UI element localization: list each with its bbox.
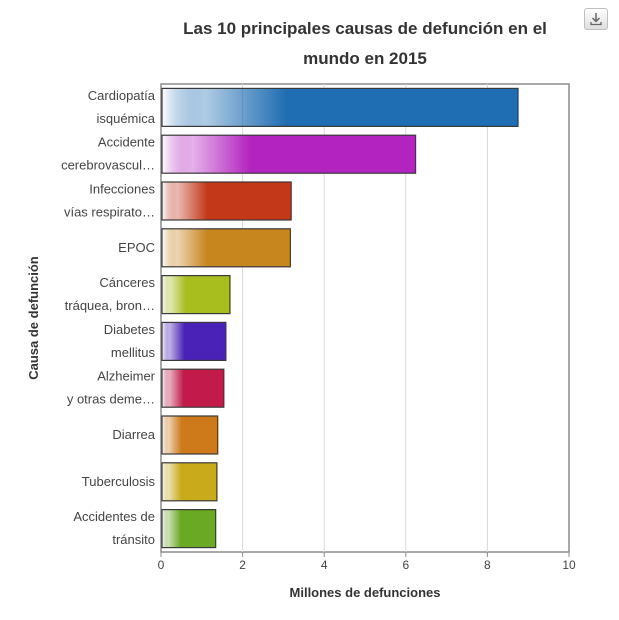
bar[interactable]	[161, 134, 417, 174]
x-tick-label: 4	[321, 558, 328, 572]
x-tick-label: 2	[239, 558, 246, 572]
y-category-label: Cánceres	[99, 275, 155, 290]
chart-title-line-1: Las 10 principales causas de defunción e…	[183, 19, 547, 38]
y-category-label: Alzheimer	[97, 369, 155, 384]
download-icon	[590, 13, 602, 26]
bar[interactable]	[161, 87, 519, 128]
y-category-label: tráquea, bron…	[65, 298, 155, 313]
bar[interactable]	[161, 462, 218, 502]
bar[interactable]	[161, 321, 227, 361]
y-axis-label: Causa de defunción	[26, 256, 41, 380]
y-category-label: y otras deme…	[67, 392, 155, 407]
y-category-label: Infecciones	[89, 182, 155, 197]
bar[interactable]	[161, 228, 291, 268]
x-tick-label: 8	[484, 558, 491, 572]
y-category-label: Cardiopatía	[88, 88, 156, 103]
y-category-label: isquémica	[96, 111, 155, 126]
bar[interactable]	[161, 368, 225, 408]
y-category-label: EPOC	[118, 240, 155, 255]
x-tick-label: 6	[402, 558, 409, 572]
bar[interactable]	[161, 509, 217, 549]
y-category-label: Diabetes	[104, 322, 156, 337]
y-category-label: mellitus	[111, 345, 156, 360]
bar[interactable]	[161, 415, 219, 455]
y-category-label: Accidentes de	[73, 509, 155, 524]
x-tick-label: 0	[158, 558, 165, 572]
bar[interactable]	[161, 181, 292, 221]
x-axis-label: Millones de defunciones	[290, 585, 441, 600]
y-category-label: tránsito	[112, 532, 155, 547]
x-tick-label: 10	[562, 558, 576, 572]
y-category-label: Accidente	[98, 135, 155, 150]
y-category-label: cerebrovascul…	[61, 158, 155, 173]
y-category-label: vías respirato…	[64, 205, 155, 220]
chart-title-line-2: mundo en 2015	[303, 49, 427, 68]
bar[interactable]	[161, 275, 231, 315]
download-button[interactable]	[584, 8, 608, 30]
y-category-label: Diarrea	[112, 427, 155, 442]
y-category-label: Tuberculosis	[82, 474, 156, 489]
